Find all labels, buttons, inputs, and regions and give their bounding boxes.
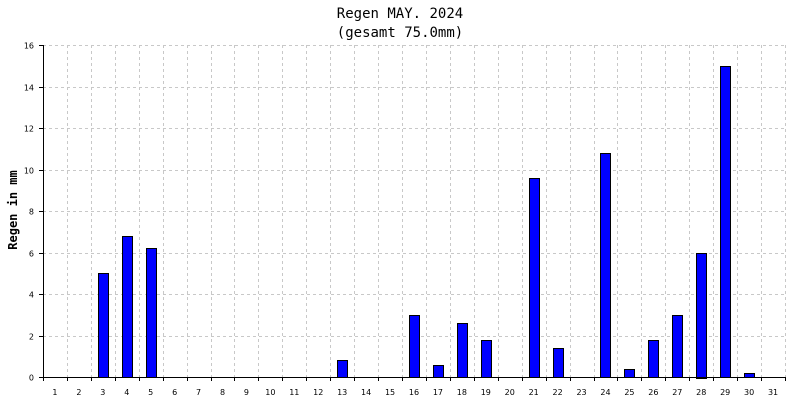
bar-day-17 [433,365,444,378]
y-tick-label: 12 [24,125,34,134]
x-tick-label: 27 [672,388,682,397]
y-tick-label: 2 [29,333,34,342]
bars-layer [98,66,755,379]
x-tick-label: 10 [265,388,275,397]
axes-layer [43,45,785,378]
x-tick-label: 26 [648,388,658,397]
y-tick-label: 14 [24,84,34,93]
bar-day-3 [98,273,109,378]
x-tick-label: 30 [744,388,754,397]
x-tick-label: 25 [624,388,634,397]
chart-subtitle: (gesamt 75.0mm) [337,25,463,41]
x-tick-label: 29 [720,388,730,397]
y-ticks-layer: 0 2 4 6 8 10 12 14 16 [24,42,43,383]
bar-day-24 [600,153,611,378]
x-tick-label: 11 [289,388,299,397]
x-tick-label: 14 [361,388,371,397]
x-tick-label: 3 [100,388,105,397]
y-tick-label: 0 [29,374,34,383]
grid-layer [43,45,786,377]
bar-day-25 [624,369,635,378]
x-tick-label: 31 [768,388,778,397]
bar-day-18 [457,323,468,378]
x-tick-label: 12 [313,388,323,397]
y-tick-label: 10 [24,167,34,176]
x-tick-label: 15 [385,388,395,397]
x-tick-label: 17 [433,388,443,397]
bar-day-22 [553,348,564,378]
x-tick-label: 5 [148,388,153,397]
x-tick-label: 20 [505,388,515,397]
bar-day-27 [672,315,683,378]
x-tick-label: 7 [196,388,201,397]
bar-day-29 [720,66,731,378]
chart-title: Regen MAY. 2024 [337,6,463,22]
y-tick-label: 8 [29,208,34,217]
x-tick-label: 23 [576,388,586,397]
x-tick-label: 16 [409,388,419,397]
bar-day-28 [696,253,707,379]
x-tick-label: 8 [220,388,225,397]
x-tick-label: 1 [52,388,57,397]
bar-day-19 [481,340,492,378]
y-axis-label: Regen in mm [6,170,20,249]
x-ticks-layer: 1 2 3 4 5 6 7 8 9 10 11 12 13 14 15 16 17 18 19 20 21 22 23 24 2… [43,377,786,397]
x-tick-label: 6 [172,388,177,397]
x-tick-label: 28 [696,388,706,397]
bar-day-21 [529,178,540,378]
x-tick-label: 13 [337,388,347,397]
bar-day-4 [122,236,133,378]
x-tick-label: 24 [600,388,610,397]
bar-day-5 [146,248,157,378]
y-tick-label: 16 [24,42,34,51]
x-tick-label: 19 [481,388,491,397]
x-tick-label: 18 [457,388,467,397]
bar-day-26 [648,340,659,378]
x-tick-label: 21 [529,388,539,397]
y-tick-label: 6 [29,250,34,259]
x-tick-label: 22 [553,388,563,397]
x-tick-label: 4 [124,388,129,397]
x-tick-label: 9 [244,388,249,397]
bar-day-30 [744,373,755,378]
bar-day-13 [337,360,348,378]
x-tick-label: 2 [76,388,81,397]
bar-day-16 [409,315,420,378]
y-tick-label: 4 [29,291,34,300]
